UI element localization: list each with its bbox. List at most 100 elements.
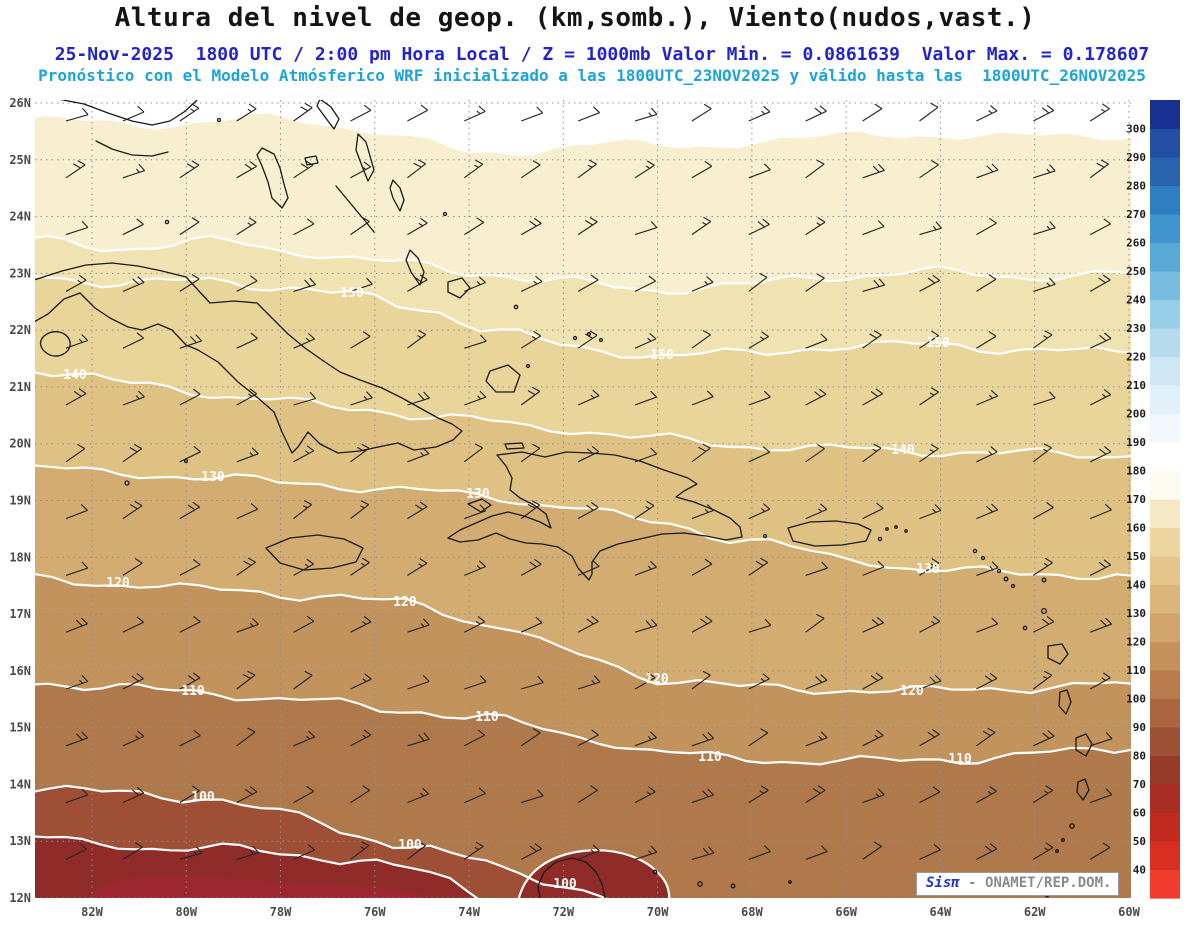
- colorbar-seg-27: [1150, 100, 1180, 130]
- y-tick-14N: 14N: [9, 777, 31, 791]
- wind-barb: [464, 560, 486, 576]
- coastline-path: [405, 249, 425, 286]
- island-speck: [904, 529, 908, 533]
- contour-line-140: [35, 371, 1131, 459]
- wind-barb: [179, 274, 200, 292]
- island-speck: [877, 536, 883, 542]
- contour-line-blob-1: [517, 849, 671, 898]
- wind-barb: [407, 447, 430, 463]
- wind-barb: [691, 504, 714, 520]
- wind-barb: [919, 274, 941, 292]
- contour-label-110: 110: [698, 750, 722, 765]
- coastline-path: [447, 451, 743, 581]
- wind-barb: [350, 104, 372, 122]
- contour-label-110: 110: [475, 710, 499, 725]
- wind-barb: [65, 561, 89, 576]
- wind-barb: [464, 504, 487, 520]
- wind-barb: [350, 673, 372, 690]
- wind-barb: [862, 672, 884, 690]
- wind-barb: [179, 217, 200, 236]
- colorbar-label-140: 140: [1126, 579, 1146, 592]
- wind-barb: [350, 557, 370, 576]
- wind-barb: [1033, 221, 1056, 236]
- colorbar-label-240: 240: [1126, 294, 1146, 307]
- wind-barb: [805, 731, 828, 747]
- wind-barb: [122, 218, 144, 236]
- wind-barb: [577, 445, 600, 463]
- contour-label-150: 150: [926, 336, 950, 351]
- wind-barb: [407, 159, 426, 179]
- island-speck: [762, 533, 768, 539]
- coastline-path: [256, 147, 289, 209]
- wind-barb: [577, 675, 601, 690]
- colorbar-seg-12: [1150, 527, 1180, 557]
- wind-barb: [1089, 559, 1112, 576]
- wind-barb: [464, 105, 486, 122]
- coastline-path: [95, 140, 169, 157]
- coastline-path: [304, 155, 319, 166]
- wind-barb: [407, 787, 430, 804]
- wind-barb: [407, 274, 428, 292]
- wind-barb: [520, 275, 543, 292]
- wind-barb: [520, 443, 541, 463]
- contour-label-120: 120: [106, 576, 130, 591]
- wind-barb: [748, 218, 770, 236]
- chart-title: Altura del nivel de geop. (km,somb.), Vi…: [114, 3, 1036, 33]
- wind-barb: [236, 103, 257, 122]
- wind-barb: [634, 160, 655, 179]
- wind-barb: [634, 500, 655, 520]
- wind-barb: [236, 503, 259, 520]
- wind-barb: [691, 788, 715, 804]
- wind-barb: [520, 558, 542, 576]
- wind-barb: [862, 220, 885, 236]
- colorbar-label-230: 230: [1126, 322, 1146, 335]
- colorbar-seg-4: [1150, 755, 1180, 785]
- x-tick-66W: 66W: [835, 905, 857, 919]
- wind-barb: [293, 277, 317, 292]
- wind-barb: [805, 444, 825, 463]
- y-tick-17N: 17N: [9, 607, 31, 621]
- island-speck: [972, 548, 978, 554]
- colorbar-label-60: 60: [1133, 807, 1146, 820]
- coastline-path: [1058, 689, 1072, 715]
- wind-barb: [65, 220, 89, 236]
- wind-barb: [1090, 732, 1113, 747]
- coastline-path: [1047, 643, 1069, 665]
- coastline-path: [39, 331, 71, 357]
- wind-barb: [919, 330, 940, 349]
- wind-barb: [407, 391, 430, 406]
- wind-barb: [862, 729, 884, 747]
- wind-barb: [407, 618, 430, 633]
- wind-barb: [350, 443, 370, 463]
- wind-barb: [976, 843, 998, 860]
- contour-label-120: 120: [393, 595, 417, 610]
- wind-barb: [350, 785, 371, 804]
- wind-barb: [122, 105, 145, 122]
- coastline-path: [59, 100, 198, 126]
- wind-barb: [577, 106, 600, 122]
- wind-barb: [293, 785, 315, 804]
- y-tick-19N: 19N: [9, 494, 31, 508]
- x-tick-76W: 76W: [364, 905, 386, 919]
- wind-barb: [1033, 502, 1054, 520]
- island-speck: [216, 117, 222, 123]
- wind-barb: [122, 164, 146, 179]
- contour-label-120: 120: [645, 672, 669, 687]
- contour-label-130: 130: [916, 562, 940, 577]
- wind-barb: [976, 503, 999, 520]
- island-speck: [598, 337, 604, 343]
- wind-barb: [919, 674, 942, 690]
- island-speck: [1041, 577, 1047, 583]
- wind-barb: [1032, 443, 1052, 463]
- colorbar-label-280: 280: [1126, 180, 1146, 193]
- branding-sis: Sis: [926, 875, 952, 891]
- map-plot-area: 150 150 150 140 140 130 130 130 120 120 120 120 110 1…: [35, 100, 1131, 898]
- wind-barb: [520, 217, 542, 236]
- wind-barb: [464, 334, 487, 349]
- colorbar-seg-21: [1150, 271, 1180, 301]
- coastline-path: [335, 185, 375, 233]
- wind-barb: [65, 388, 87, 406]
- wind-barb: [293, 844, 315, 860]
- y-tick-21N: 21N: [9, 380, 31, 394]
